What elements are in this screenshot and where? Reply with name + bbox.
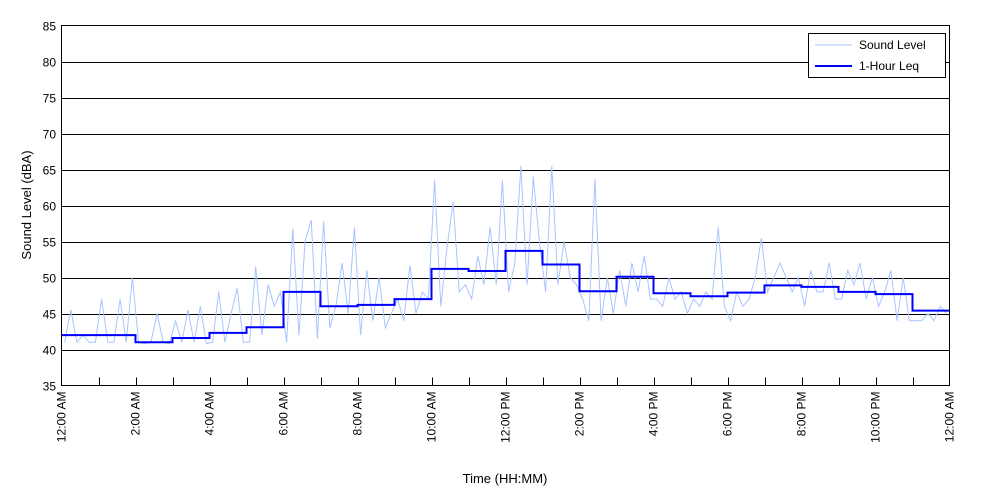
x-tick-label: 4:00 PM — [647, 392, 661, 437]
y-tick-label: 70 — [43, 128, 57, 142]
series-sound-level-line — [64, 165, 947, 345]
x-tick-label: 2:00 AM — [129, 392, 143, 436]
y-tick-label: 65 — [43, 164, 57, 178]
y-tick-label: 45 — [43, 308, 57, 322]
y-tick-label: 85 — [43, 20, 57, 34]
x-tick-label: 12:00 AM — [55, 391, 69, 442]
x-tick-label: 10:00 PM — [869, 392, 883, 443]
x-tick-label: 6:00 PM — [721, 392, 735, 437]
legend: Sound Level 1-Hour Leq — [808, 33, 946, 78]
y-tick-label: 55 — [43, 236, 57, 250]
x-tick-label: 8:00 AM — [351, 392, 365, 436]
y-tick-label: 50 — [43, 272, 57, 286]
legend-label-sound-level: Sound Level — [859, 38, 926, 52]
x-tick-label: 8:00 PM — [795, 392, 809, 437]
y-tick-label: 40 — [43, 344, 57, 358]
legend-label-leq: 1-Hour Leq — [859, 59, 919, 73]
y-axis-label: Sound Level (dBA) — [19, 150, 34, 259]
y-tick-label: 75 — [43, 92, 57, 106]
y-tick-label: 60 — [43, 200, 57, 214]
x-tick-label: 12:00 AM — [943, 391, 957, 442]
x-tick-label: 12:00 PM — [499, 392, 513, 443]
x-tick-label: 4:00 AM — [203, 392, 217, 436]
x-axis-label: Time (HH:MM) — [463, 471, 548, 486]
x-tick-label: 10:00 AM — [425, 391, 439, 442]
x-tick-label: 6:00 AM — [277, 392, 291, 436]
y-tick-label: 35 — [43, 380, 57, 394]
x-tick-label: 2:00 PM — [573, 392, 587, 437]
plot-frame — [61, 25, 950, 386]
series-1-hour-leq-line — [61, 249, 950, 344]
y-tick-label: 80 — [43, 56, 57, 70]
